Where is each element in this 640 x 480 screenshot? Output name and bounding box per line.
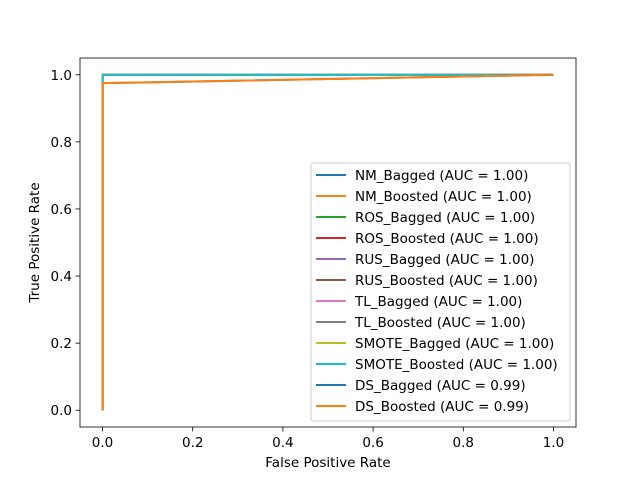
legend-label-7: TL_Boosted (AUC = 1.00): [354, 315, 526, 331]
y-tick-label: 0.8: [51, 135, 72, 151]
series-line-11: [101, 73, 554, 411]
x-tick-label: 0.2: [182, 435, 203, 451]
legend: NM_Bagged (AUC = 1.00) NM_Boosted (AUC = …: [310, 162, 571, 422]
legend-label-8: SMOTE_Bagged (AUC = 1.00): [355, 336, 554, 352]
y-tick-label: 1.0: [51, 68, 72, 84]
legend-label-11: DS_Boosted (AUC = 0.99): [355, 399, 529, 415]
legend-label-4: RUS_Bagged (AUC = 1.00): [355, 252, 534, 268]
y-tick-label: 0.4: [51, 269, 72, 285]
x-tick-label: 1.0: [543, 435, 564, 451]
legend-box: [310, 162, 571, 422]
plot-frame: [79, 57, 577, 428]
legend-label-6: TL_Bagged (AUC = 1.00): [354, 294, 522, 310]
legend-label-5: RUS_Boosted (AUC = 1.00): [355, 273, 538, 289]
x-axis-ticks: 0.0 0.2 0.4 0.6 0.8 1.0: [92, 427, 564, 451]
legend-label-10: DS_Bagged (AUC = 0.99): [355, 378, 526, 394]
legend-label-3: ROS_Boosted (AUC = 1.00): [355, 231, 539, 247]
y-axis-label: True Positive Rate: [27, 182, 43, 303]
y-tick-label: 0.2: [51, 336, 72, 352]
legend-label-0: NM_Bagged (AUC = 1.00): [355, 168, 528, 184]
x-tick-label: 0.4: [272, 435, 293, 451]
legend-label-2: ROS_Bagged (AUC = 1.00): [355, 210, 535, 226]
x-tick-label: 0.6: [362, 435, 383, 451]
y-axis-ticks: 0.0 0.2 0.4 0.6 0.8 1.0: [51, 68, 80, 419]
x-axis-label: False Positive Rate: [265, 455, 390, 471]
x-tick-label: 0.0: [92, 435, 113, 451]
y-tick-label: 0.6: [51, 202, 72, 218]
y-tick-label: 0.0: [51, 403, 72, 419]
x-tick-label: 0.8: [453, 435, 474, 451]
legend-label-1: NM_Boosted (AUC = 1.00): [355, 189, 532, 205]
legend-label-9: SMOTE_Boosted (AUC = 1.00): [355, 357, 558, 373]
series-lines: [101, 73, 554, 411]
